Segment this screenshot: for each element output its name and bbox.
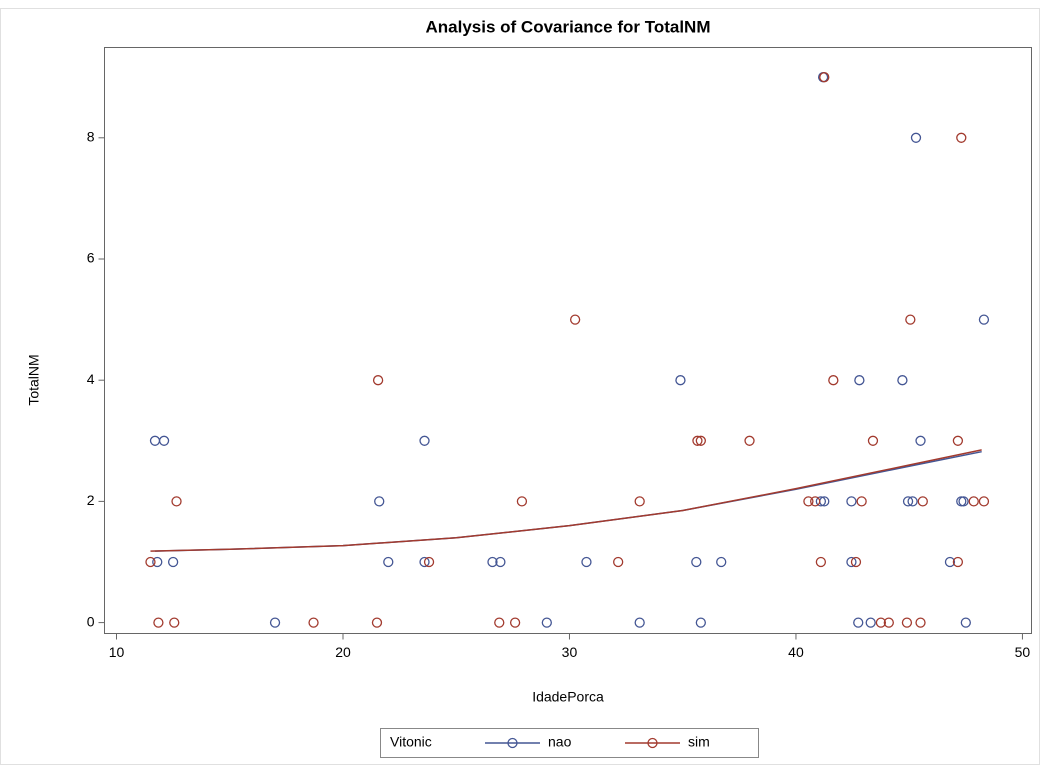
point xyxy=(269,617,281,628)
y-tick-label: 4 xyxy=(87,371,95,387)
y-tick-label: 8 xyxy=(87,128,95,144)
point xyxy=(854,375,865,386)
chart-title: Analysis of Covariance for TotalNM xyxy=(426,17,711,36)
point xyxy=(634,496,645,507)
point xyxy=(675,375,686,386)
point xyxy=(905,314,916,325)
point xyxy=(169,617,180,628)
legend-label: nao xyxy=(548,734,572,750)
point xyxy=(819,72,830,83)
point xyxy=(744,435,755,446)
point xyxy=(634,617,645,628)
point xyxy=(856,496,867,507)
point xyxy=(145,556,156,568)
x-tick-label: 30 xyxy=(562,644,578,660)
point xyxy=(865,617,876,628)
point xyxy=(692,435,703,446)
point xyxy=(958,496,969,507)
x-tick-label: 10 xyxy=(109,644,125,660)
point xyxy=(810,496,821,507)
point xyxy=(901,617,913,628)
point xyxy=(952,435,964,446)
point xyxy=(867,435,879,446)
point xyxy=(419,435,430,446)
point xyxy=(372,375,384,386)
point xyxy=(846,496,857,507)
point xyxy=(853,617,864,628)
legend-swatch-marker xyxy=(507,737,518,749)
legend-title: Vitonic xyxy=(390,734,432,750)
fit-line xyxy=(150,449,982,552)
point xyxy=(149,435,161,446)
point xyxy=(716,556,727,568)
point xyxy=(171,496,182,507)
point xyxy=(487,556,498,568)
point xyxy=(968,496,979,507)
point xyxy=(846,556,857,568)
point xyxy=(960,617,971,628)
point xyxy=(828,375,839,386)
legend-label: sim xyxy=(688,734,710,750)
point xyxy=(691,556,702,568)
point xyxy=(374,496,385,507)
x-tick-label: 50 xyxy=(1015,644,1031,660)
point xyxy=(910,132,922,143)
x-tick-label: 40 xyxy=(788,644,804,660)
y-tick-label: 2 xyxy=(87,492,95,508)
point xyxy=(613,556,624,568)
point xyxy=(897,375,908,386)
point xyxy=(902,496,914,507)
point xyxy=(815,496,827,507)
point xyxy=(153,617,164,628)
point xyxy=(952,556,964,568)
legend-swatch-marker xyxy=(647,737,658,749)
legend-box xyxy=(380,728,759,758)
point xyxy=(419,556,430,568)
y-tick-label: 6 xyxy=(87,250,95,266)
point xyxy=(850,556,862,568)
point xyxy=(695,435,706,446)
point xyxy=(915,617,926,628)
point xyxy=(308,617,319,628)
point xyxy=(907,496,918,507)
point xyxy=(494,617,505,628)
point xyxy=(917,496,928,507)
y-tick-label: 0 xyxy=(87,613,95,629)
point xyxy=(152,556,163,568)
point xyxy=(883,617,894,628)
point xyxy=(383,556,394,568)
x-axis-label: IdadePorca xyxy=(532,689,604,705)
point xyxy=(516,496,528,507)
point xyxy=(569,314,581,325)
point xyxy=(956,132,967,143)
point xyxy=(803,496,814,507)
point xyxy=(944,556,956,568)
point xyxy=(581,556,592,568)
point xyxy=(695,617,706,628)
point xyxy=(978,496,990,507)
point xyxy=(167,556,179,568)
point xyxy=(158,435,170,446)
outer-frame xyxy=(0,8,1040,765)
point xyxy=(815,556,827,568)
point xyxy=(509,617,521,628)
point xyxy=(541,617,552,628)
point xyxy=(371,617,383,628)
x-tick-label: 20 xyxy=(335,644,351,660)
plot-frame xyxy=(104,47,1032,634)
point xyxy=(495,556,506,568)
point xyxy=(978,314,990,325)
point xyxy=(875,617,887,628)
y-axis-label: TotalNM xyxy=(26,354,42,405)
point xyxy=(423,556,435,568)
point xyxy=(915,435,926,446)
